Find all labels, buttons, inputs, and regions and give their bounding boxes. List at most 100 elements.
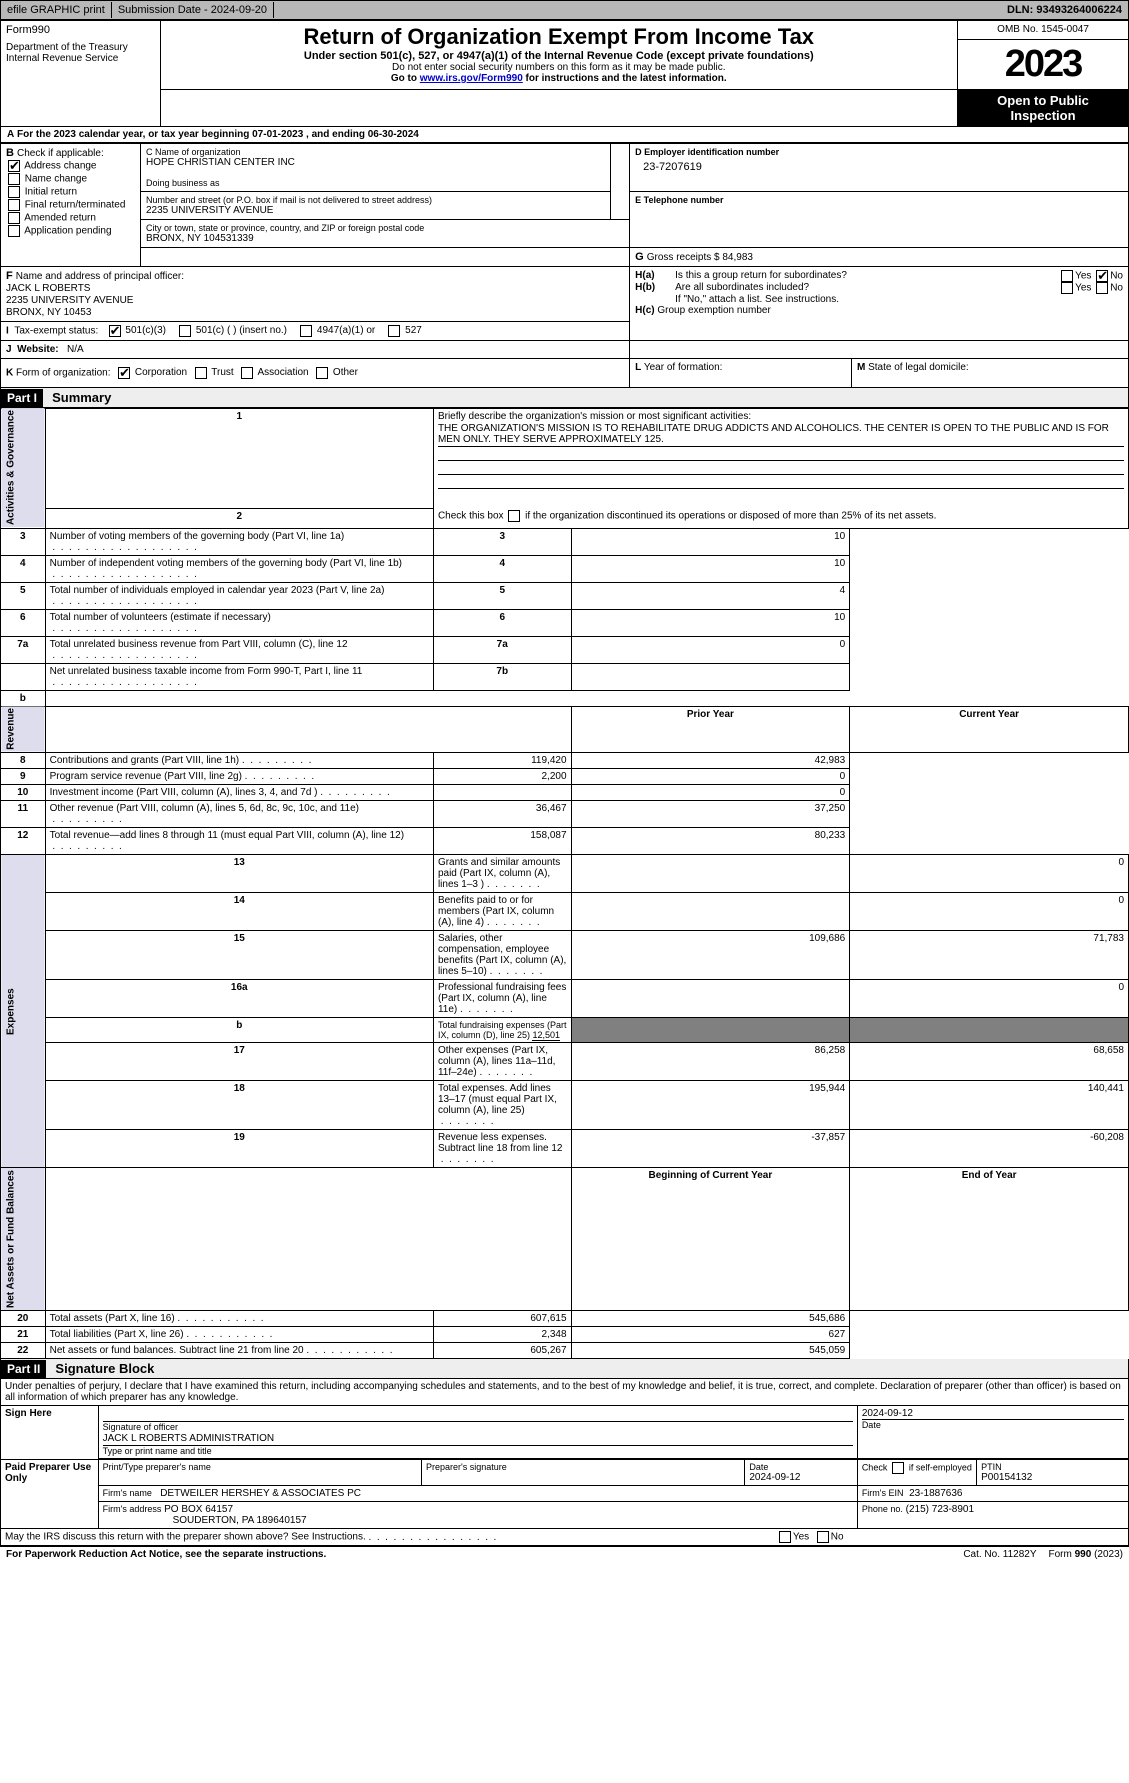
line-text: Number of voting members of the governin… xyxy=(45,528,433,555)
part1-header: Part I xyxy=(1,389,43,407)
line-b-no: b xyxy=(45,1018,433,1043)
form-org-cb[interactable] xyxy=(316,367,328,379)
line-no: 4 xyxy=(1,555,46,582)
line-value xyxy=(571,663,850,690)
line-no: 14 xyxy=(45,893,433,931)
hc-text: Group exemption number xyxy=(657,305,770,316)
footer-form-word: Form xyxy=(1049,1549,1075,1560)
goto-suffix: for instructions and the latest informat… xyxy=(523,73,727,84)
line-value: 0 xyxy=(571,636,850,663)
line-text: Total expenses. Add lines 13–17 (must eq… xyxy=(433,1081,571,1130)
prior-year: 109,686 xyxy=(571,931,850,980)
checkbox[interactable] xyxy=(8,199,20,211)
yes-label: Yes xyxy=(1075,270,1091,281)
line-no: 22 xyxy=(1,1343,46,1359)
officer-name: JACK L ROBERTS xyxy=(6,283,90,294)
submission-date: Submission Date - 2024-09-20 xyxy=(112,2,274,18)
cat-no: Cat. No. 11282Y xyxy=(957,1547,1042,1562)
self-emp-cb[interactable] xyxy=(892,1462,904,1474)
line-no: 12 xyxy=(1,828,46,855)
paperwork-notice: For Paperwork Reduction Act Notice, see … xyxy=(0,1547,332,1562)
current-year: 37,250 xyxy=(571,801,850,828)
line-box: 5 xyxy=(433,582,571,609)
mission-text: THE ORGANIZATION'S MISSION IS TO REHABIL… xyxy=(438,422,1124,447)
city-label: City or town, state or province, country… xyxy=(146,223,624,233)
form-org-cb[interactable] xyxy=(241,367,253,379)
firm-name-label: Firm's name xyxy=(103,1488,152,1498)
goto-prefix: Go to xyxy=(391,73,420,84)
discuss-yes-cb[interactable] xyxy=(779,1531,791,1543)
b-check-item: Amended return xyxy=(6,212,135,224)
part2-header-row: Part II Signature Block xyxy=(0,1359,1129,1379)
line-no: 6 xyxy=(1,609,46,636)
checkbox[interactable] xyxy=(8,173,20,185)
hb-no-cb[interactable] xyxy=(1096,282,1108,294)
discuss-no-cb[interactable] xyxy=(817,1531,829,1543)
tax-status-cb[interactable] xyxy=(300,325,312,337)
line-a-mid: , and ending xyxy=(306,129,368,140)
form-org-cb[interactable] xyxy=(118,367,130,379)
ha-label: H(a) xyxy=(635,270,654,281)
firm-phone-label: Phone no. xyxy=(862,1504,903,1514)
form-org-cb[interactable] xyxy=(195,367,207,379)
firm-ein: 23-1887636 xyxy=(909,1488,962,1499)
signature-table: Sign Here Signature of officer JACK L RO… xyxy=(0,1405,1129,1546)
sig-officer-label: Signature of officer xyxy=(103,1422,853,1432)
line-no: 3 xyxy=(1,528,46,555)
line-no: 17 xyxy=(45,1043,433,1081)
line-no: 11 xyxy=(1,801,46,828)
sig-date: 2024-09-12 xyxy=(862,1408,1124,1420)
line-text: Contributions and grants (Part VIII, lin… xyxy=(45,753,433,769)
tax-status-cb[interactable] xyxy=(388,325,400,337)
hdr-begin: Beginning of Current Year xyxy=(571,1168,850,1311)
tax-status-cb[interactable] xyxy=(109,325,121,337)
check-label: Check xyxy=(862,1463,888,1473)
hb-yes-cb[interactable] xyxy=(1061,282,1073,294)
line-a: A For the 2023 calendar year, or tax yea… xyxy=(0,127,1129,143)
line-value: 4 xyxy=(571,582,850,609)
footer: For Paperwork Reduction Act Notice, see … xyxy=(0,1546,1129,1562)
irs-link[interactable]: www.irs.gov/Form990 xyxy=(420,73,523,84)
form-note1: Do not enter social security numbers on … xyxy=(166,62,953,73)
k-label: K xyxy=(6,367,13,378)
tax-status-cb[interactable] xyxy=(179,325,191,337)
prior-year xyxy=(571,855,850,893)
ha-yes-cb[interactable] xyxy=(1061,270,1073,282)
hc-label: H(c) xyxy=(635,305,654,316)
line-a-end: 06-30-2024 xyxy=(368,129,419,140)
prior-year xyxy=(571,893,850,931)
officer-sig-line[interactable] xyxy=(103,1408,853,1422)
line2-cb[interactable] xyxy=(508,510,520,522)
form-note2: Go to www.irs.gov/Form990 for instructio… xyxy=(166,73,953,84)
checkbox[interactable] xyxy=(8,186,20,198)
line-value: 10 xyxy=(571,528,850,555)
hb-note: If "No," attach a list. See instructions… xyxy=(635,294,1123,305)
part2-header: Part II xyxy=(1,1360,46,1378)
date-label1: Date xyxy=(862,1420,1124,1430)
line-no: 13 xyxy=(45,855,433,893)
mission-line3 xyxy=(438,461,1124,475)
end-year: 545,059 xyxy=(571,1343,850,1359)
line-text: Total assets (Part X, line 16) . . . . .… xyxy=(45,1311,433,1327)
ha-no-cb[interactable] xyxy=(1096,270,1108,282)
checkbox[interactable] xyxy=(8,160,20,172)
sig-officer-val: JACK L ROBERTS ADMINISTRATION xyxy=(103,1432,853,1446)
date-label2: Date xyxy=(749,1462,852,1472)
open-public: Open to Public Inspection xyxy=(958,89,1129,126)
hb-label: H(b) xyxy=(635,282,655,293)
part1-header-row: Part I Summary xyxy=(0,388,1129,408)
prior-year: 2,200 xyxy=(433,769,571,785)
line-no: 7a xyxy=(1,636,46,663)
hdr-prior: Prior Year xyxy=(571,706,850,753)
footer-form: Form 990 (2023) xyxy=(1043,1547,1129,1562)
line-box: 4 xyxy=(433,555,571,582)
checkbox[interactable] xyxy=(8,225,20,237)
line-no: 15 xyxy=(45,931,433,980)
checkbox[interactable] xyxy=(8,212,20,224)
begin-year: 2,348 xyxy=(433,1327,571,1343)
b-check-item: Final return/terminated xyxy=(6,199,135,211)
line-text: Revenue less expenses. Subtract line 18 … xyxy=(433,1130,571,1168)
prep-date: 2024-09-12 xyxy=(749,1472,852,1483)
line-no xyxy=(1,663,46,690)
begin-year: 607,615 xyxy=(433,1311,571,1327)
